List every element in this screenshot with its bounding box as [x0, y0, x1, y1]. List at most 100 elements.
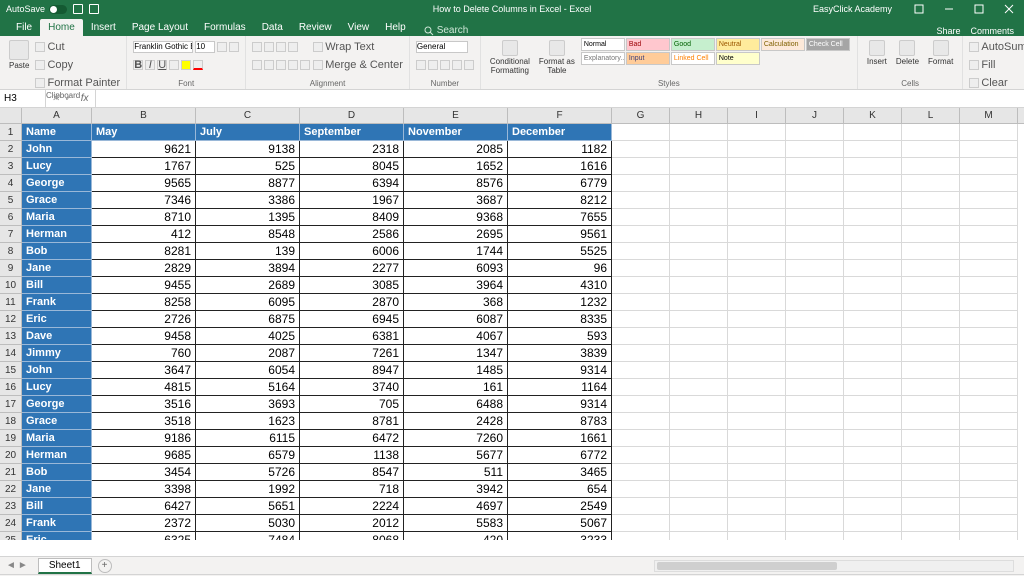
cell[interactable]: Jane: [22, 260, 92, 277]
sheet-nav-prev-icon[interactable]: ◄: [6, 560, 16, 571]
cell[interactable]: [728, 515, 786, 532]
cell[interactable]: [728, 294, 786, 311]
indent-dec-icon[interactable]: [288, 60, 298, 70]
row-header[interactable]: 21: [0, 464, 22, 481]
cell[interactable]: 1395: [196, 209, 300, 226]
cell[interactable]: [728, 379, 786, 396]
row-header[interactable]: 17: [0, 396, 22, 413]
cell[interactable]: [960, 532, 1018, 540]
row-header[interactable]: 16: [0, 379, 22, 396]
align-middle-icon[interactable]: [264, 42, 274, 52]
cell[interactable]: 511: [404, 464, 508, 481]
cell[interactable]: [844, 532, 902, 540]
increase-font-icon[interactable]: [217, 42, 227, 52]
cell[interactable]: [844, 464, 902, 481]
cell[interactable]: [612, 345, 670, 362]
cell[interactable]: [902, 141, 960, 158]
style-neutral[interactable]: Neutral: [716, 38, 760, 51]
cell[interactable]: [902, 379, 960, 396]
cell[interactable]: 4310: [508, 277, 612, 294]
cell[interactable]: [786, 447, 844, 464]
cell[interactable]: [902, 124, 960, 141]
cell[interactable]: [902, 481, 960, 498]
cell[interactable]: [670, 277, 728, 294]
cell[interactable]: [670, 413, 728, 430]
cell[interactable]: [612, 141, 670, 158]
cell[interactable]: [612, 226, 670, 243]
autosave-switch[interactable]: [49, 5, 67, 14]
tab-insert[interactable]: Insert: [83, 19, 124, 36]
cell[interactable]: 6427: [92, 498, 196, 515]
cell[interactable]: 8212: [508, 192, 612, 209]
cell[interactable]: July: [196, 124, 300, 141]
cell[interactable]: Herman: [22, 226, 92, 243]
cell[interactable]: 6325: [92, 532, 196, 540]
cell[interactable]: 6115: [196, 430, 300, 447]
new-sheet-button[interactable]: +: [98, 559, 112, 573]
sheet-tab-active[interactable]: Sheet1: [38, 558, 92, 574]
cell[interactable]: 7260: [404, 430, 508, 447]
cell[interactable]: [670, 243, 728, 260]
cell[interactable]: 5525: [508, 243, 612, 260]
cell[interactable]: [786, 532, 844, 540]
cell[interactable]: [902, 192, 960, 209]
cell[interactable]: [786, 515, 844, 532]
cell[interactable]: [844, 515, 902, 532]
cell[interactable]: [902, 515, 960, 532]
cell[interactable]: 8258: [92, 294, 196, 311]
cell[interactable]: Eric: [22, 532, 92, 540]
cell[interactable]: 8281: [92, 243, 196, 260]
cell[interactable]: [670, 260, 728, 277]
cell[interactable]: 2549: [508, 498, 612, 515]
cell[interactable]: 1616: [508, 158, 612, 175]
cell[interactable]: 654: [508, 481, 612, 498]
cell[interactable]: [670, 379, 728, 396]
cell[interactable]: 2012: [300, 515, 404, 532]
cell[interactable]: John: [22, 362, 92, 379]
row-header[interactable]: 15: [0, 362, 22, 379]
cell[interactable]: [612, 328, 670, 345]
font-color-button[interactable]: [193, 60, 203, 70]
cell[interactable]: 3740: [300, 379, 404, 396]
cell[interactable]: Dave: [22, 328, 92, 345]
style-check-cell[interactable]: Check Cell: [806, 38, 850, 51]
select-all-corner[interactable]: [0, 108, 22, 123]
cell[interactable]: [902, 345, 960, 362]
style-note[interactable]: Note: [716, 52, 760, 65]
cell[interactable]: [612, 277, 670, 294]
cell[interactable]: [728, 464, 786, 481]
column-header[interactable]: K: [844, 108, 902, 123]
style-normal[interactable]: Normal: [581, 38, 625, 51]
cell[interactable]: 1485: [404, 362, 508, 379]
cell[interactable]: [902, 294, 960, 311]
cell[interactable]: [670, 311, 728, 328]
merge-center-button[interactable]: Merge & Center: [313, 56, 403, 73]
cell[interactable]: Maria: [22, 430, 92, 447]
row-header[interactable]: 8: [0, 243, 22, 260]
cell[interactable]: 2318: [300, 141, 404, 158]
cell[interactable]: [902, 464, 960, 481]
cell[interactable]: 6095: [196, 294, 300, 311]
style-input[interactable]: Input: [626, 52, 670, 65]
cell[interactable]: 2085: [404, 141, 508, 158]
cell[interactable]: [960, 362, 1018, 379]
fill-button[interactable]: Fill: [969, 56, 1024, 73]
cell[interactable]: [960, 481, 1018, 498]
column-headers[interactable]: ABCDEFGHIJKLM: [0, 108, 1024, 124]
cell[interactable]: 3085: [300, 277, 404, 294]
scrollbar-thumb[interactable]: [657, 562, 837, 570]
qat-save-icon[interactable]: [73, 4, 83, 14]
row-header[interactable]: 1: [0, 124, 22, 141]
cell[interactable]: 1182: [508, 141, 612, 158]
close-button[interactable]: [996, 0, 1022, 18]
row-header[interactable]: 19: [0, 430, 22, 447]
cell[interactable]: John: [22, 141, 92, 158]
cell[interactable]: [786, 158, 844, 175]
cell[interactable]: 9458: [92, 328, 196, 345]
cell[interactable]: [902, 498, 960, 515]
cell[interactable]: 6772: [508, 447, 612, 464]
cell[interactable]: [844, 243, 902, 260]
cell[interactable]: [844, 277, 902, 294]
cell[interactable]: [786, 328, 844, 345]
cell[interactable]: 5164: [196, 379, 300, 396]
